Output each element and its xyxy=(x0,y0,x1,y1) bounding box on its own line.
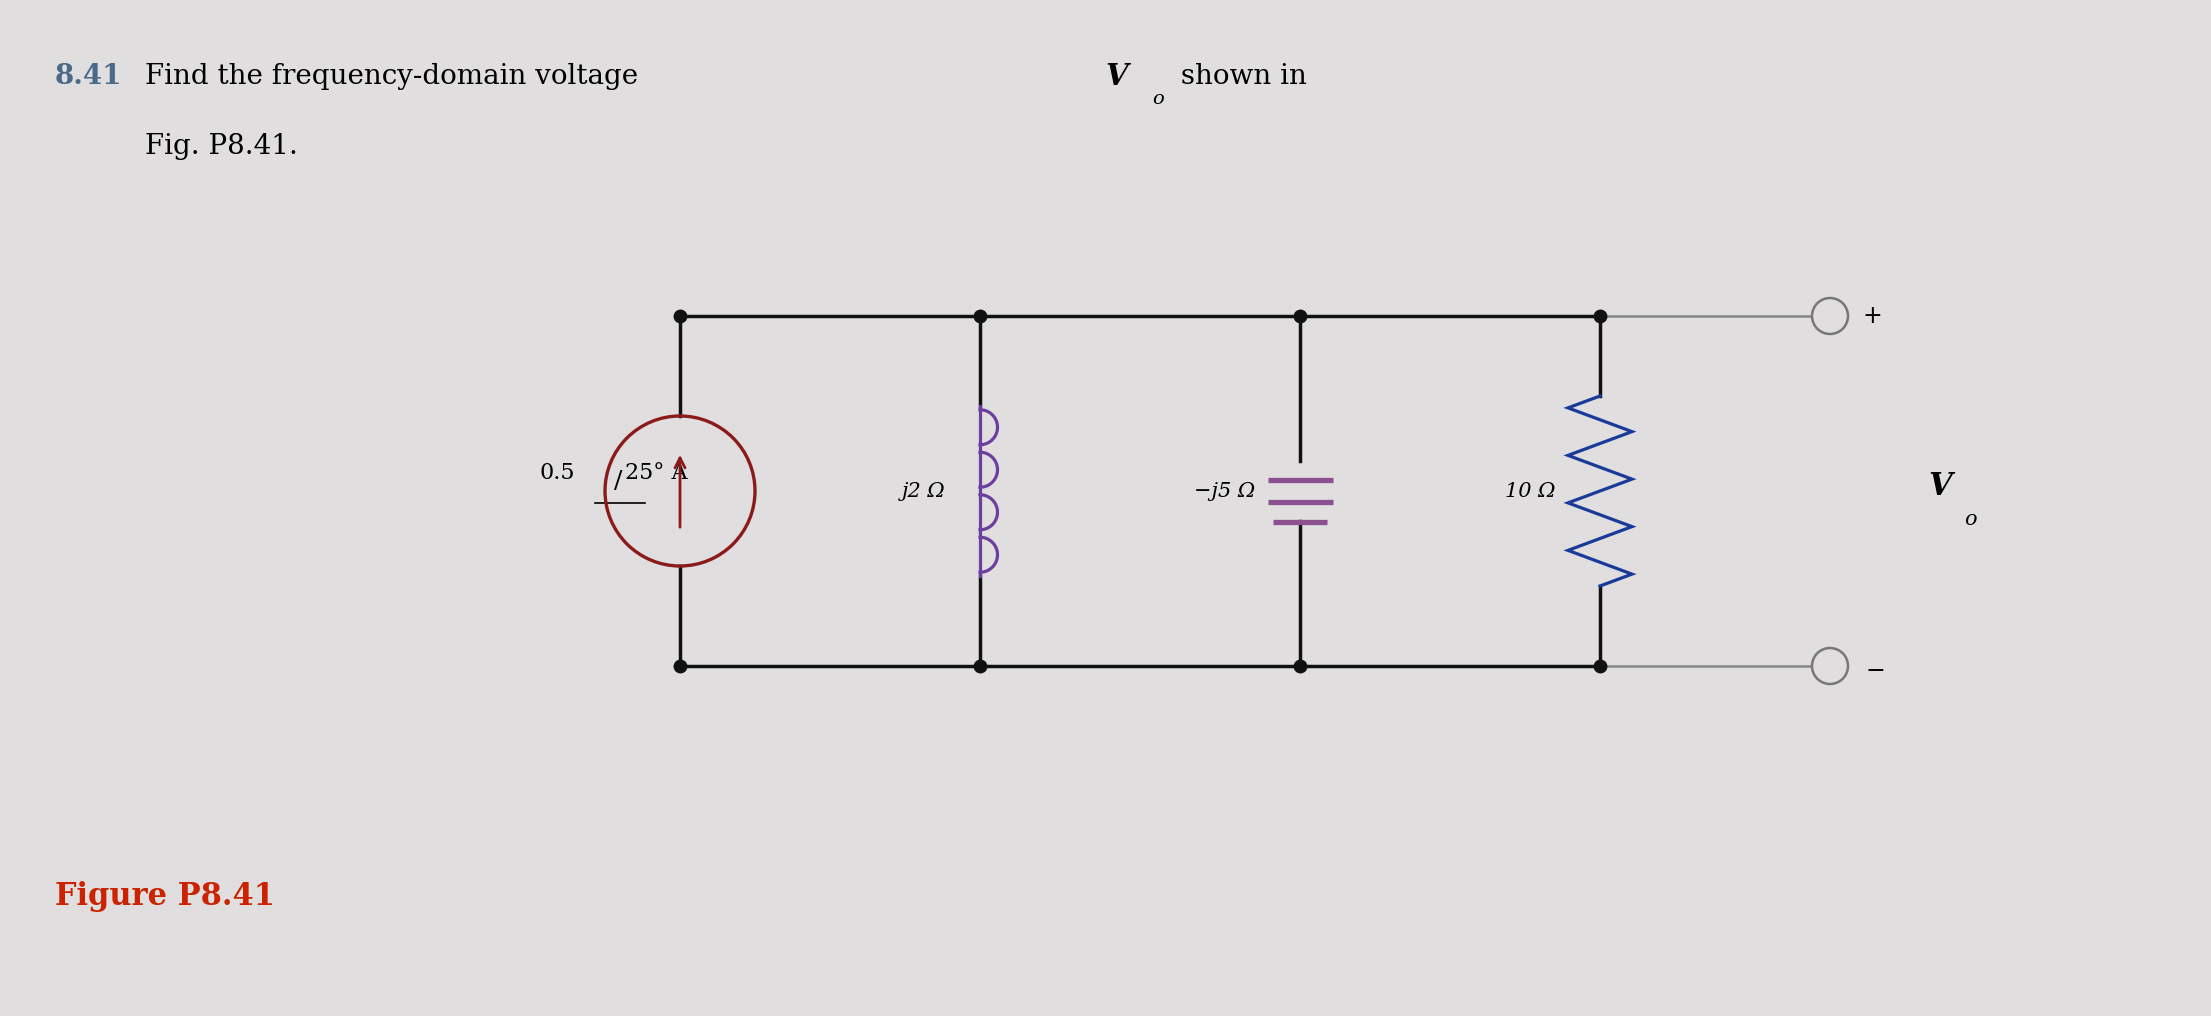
Text: Find the frequency-domain voltage: Find the frequency-domain voltage xyxy=(146,63,648,89)
Text: Figure P8.41: Figure P8.41 xyxy=(55,881,274,911)
Text: shown in: shown in xyxy=(1172,63,1307,89)
Text: o: o xyxy=(1152,90,1163,108)
Text: 10 Ω: 10 Ω xyxy=(1506,482,1554,501)
Circle shape xyxy=(1813,648,1848,684)
Circle shape xyxy=(1813,298,1848,334)
Text: 0.5: 0.5 xyxy=(539,462,575,484)
Text: −j5 Ω: −j5 Ω xyxy=(1194,482,1256,501)
Text: V: V xyxy=(1106,62,1128,90)
Text: V: V xyxy=(1928,470,1952,502)
Text: o: o xyxy=(1963,509,1977,528)
Text: +: + xyxy=(1862,304,1882,328)
Text: /: / xyxy=(615,469,621,493)
Text: −: − xyxy=(1866,659,1884,683)
Text: 8.41: 8.41 xyxy=(55,63,122,89)
Text: Fig. P8.41.: Fig. P8.41. xyxy=(146,132,298,160)
Text: j2 Ω: j2 Ω xyxy=(902,482,944,501)
Text: 25° A: 25° A xyxy=(626,462,688,484)
